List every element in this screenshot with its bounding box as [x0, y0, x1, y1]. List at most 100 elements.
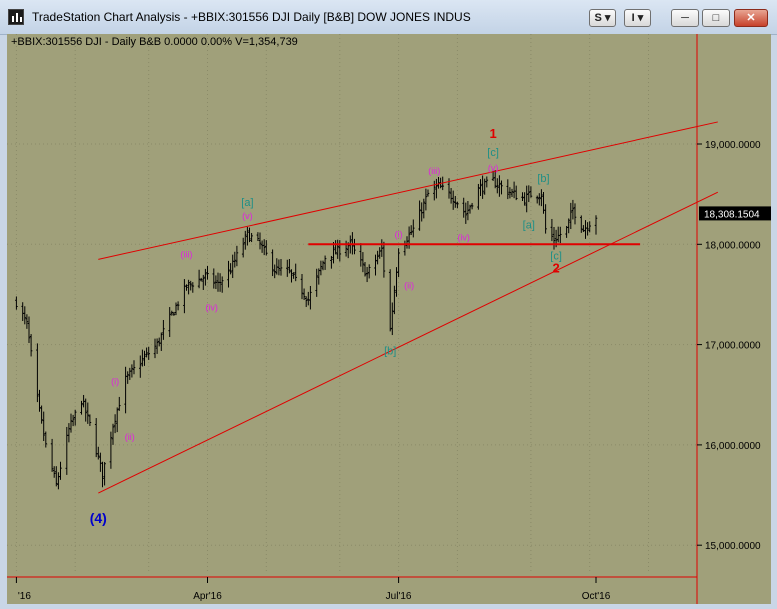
wave-label: (ii): [404, 280, 414, 290]
wave-label: (i): [111, 377, 119, 387]
minimize-button[interactable]: ─: [671, 9, 699, 27]
price-bar: [206, 265, 209, 280]
price-bar: [388, 269, 392, 332]
wave-label: 2: [552, 260, 559, 275]
wave-label: [a]: [523, 219, 535, 231]
price-bar: [59, 461, 62, 480]
price-bar: [521, 192, 524, 201]
price-bar: [38, 389, 41, 412]
price-bar: [246, 226, 249, 246]
price-bar: [540, 189, 543, 207]
price-bar: [132, 360, 136, 375]
price-bar: [71, 414, 75, 427]
price-bar: [367, 264, 371, 279]
wave-label: [c]: [550, 250, 562, 262]
price-bar: [594, 215, 598, 235]
price-bar: [300, 274, 304, 300]
chart-window[interactable]: (4) (i) (ii) (iii) (iv) (v) [a] [b] (i) (ii) (iii)…: [7, 34, 771, 604]
price-bar: [294, 263, 297, 282]
price-bar: [302, 288, 306, 301]
price-bar: [191, 282, 195, 293]
price-bar: [481, 175, 484, 199]
price-bar: [69, 413, 73, 433]
price-bar: [153, 338, 157, 359]
price-bar: [40, 405, 43, 424]
price-bar: [143, 350, 146, 366]
price-bar: [80, 400, 83, 415]
price-bar: [262, 239, 266, 256]
price-bar: [147, 346, 150, 360]
price-bar: [279, 259, 283, 276]
price-bar: [29, 334, 33, 357]
price-tick-label: 17,000.0000: [705, 341, 761, 352]
price-bar: [353, 238, 356, 255]
wave-label: (v): [242, 211, 253, 221]
price-bar: [44, 431, 48, 448]
price-bar: [185, 284, 188, 291]
price-bar: [233, 251, 237, 268]
price-bar: [535, 195, 539, 204]
price-bar: [412, 219, 415, 238]
price-bar: [470, 202, 474, 210]
interval-sync-button[interactable]: I ▾: [624, 9, 651, 27]
price-bar: [250, 232, 253, 243]
price-chart[interactable]: (4) (i) (ii) (iii) (iv) (v) [a] [b] (i) (ii) (iii)…: [7, 34, 771, 604]
price-bar: [271, 249, 274, 277]
price-bar: [485, 176, 489, 188]
price-bar: [204, 268, 207, 286]
wave-label: [b]: [537, 173, 549, 185]
price-bar: [409, 225, 413, 236]
price-bar: [50, 438, 54, 472]
price-bar: [265, 240, 268, 256]
wave-label: (iv): [457, 232, 470, 242]
price-bar: [290, 269, 293, 283]
price-bar: [529, 186, 533, 198]
price-bar: [454, 195, 457, 208]
close-button[interactable]: ✕: [734, 9, 768, 27]
price-bar: [376, 250, 379, 265]
price-bar: [538, 193, 541, 206]
price-bar: [25, 314, 29, 329]
wave-label: [a]: [241, 197, 253, 209]
price-bar: [176, 301, 180, 311]
lower-trendline: [98, 191, 719, 494]
price-bar: [141, 349, 144, 367]
price-bar: [363, 262, 367, 277]
wave-label: (iii): [181, 249, 193, 259]
price-bar: [330, 255, 333, 269]
price-bar: [111, 423, 115, 445]
price-bar: [500, 180, 503, 195]
price-bar: [309, 285, 312, 310]
price-tick-label: 19,000.0000: [705, 140, 761, 151]
chart-app-icon: [8, 9, 24, 25]
price-bar: [277, 259, 281, 276]
price-bar: [508, 187, 512, 199]
price-bar: [552, 226, 556, 250]
price-bar: [361, 252, 365, 273]
price-bar: [42, 411, 45, 441]
wave-label: (iii): [428, 166, 440, 176]
price-bar: [86, 402, 90, 424]
price-bar: [567, 218, 570, 234]
price-bar: [168, 307, 171, 338]
symbol-sync-button[interactable]: S ▾: [589, 9, 616, 27]
price-bar: [288, 259, 291, 274]
price-bar: [426, 189, 430, 197]
price-bar: [496, 178, 499, 194]
price-bar: [365, 266, 369, 283]
price-bar: [286, 259, 289, 277]
price-bar: [172, 311, 176, 316]
price-bar: [479, 179, 482, 196]
window-title: TradeStation Chart Analysis - +BBIX:3015…: [32, 10, 471, 24]
price-bar: [304, 296, 308, 308]
wave-label: (ii): [125, 432, 135, 442]
price-bar: [214, 275, 218, 290]
price-bar: [109, 431, 113, 469]
last-price-label: 18,308.1504: [704, 209, 760, 220]
price-bar: [315, 268, 318, 297]
maximize-button[interactable]: □: [702, 9, 730, 27]
price-bar: [418, 200, 421, 231]
price-bar: [160, 332, 163, 351]
price-bar: [187, 279, 190, 295]
price-bar: [466, 200, 470, 221]
